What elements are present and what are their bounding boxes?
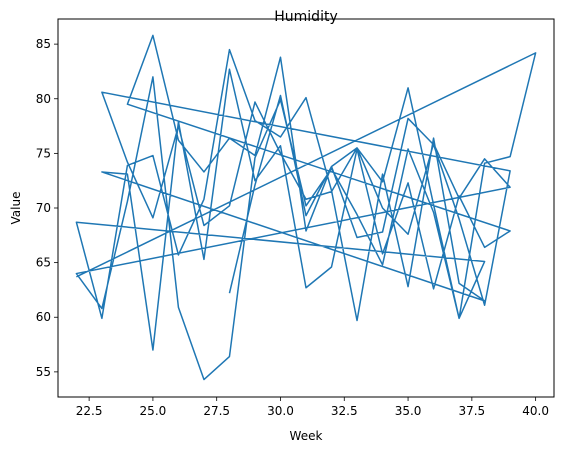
tick-layer: 22.5 25.0 27.5 30.0 32.5 35.0 37.5 40.0 55 60 65 70… [36,37,549,418]
x-tick-label: 22.5 [76,404,103,418]
y-tick-label: 65 [36,256,51,270]
y-tick-label: 85 [36,37,51,51]
x-tick-label: 35.0 [395,404,422,418]
y-tick-label: 70 [36,201,51,215]
x-tick-label: 30.0 [267,404,294,418]
plot-frame [57,18,555,398]
plot-layer [75,34,537,381]
x-tick-label: 40.0 [522,404,549,418]
x-tick-label: 27.5 [203,404,230,418]
x-tick-label: 25.0 [140,404,167,418]
y-tick-label: 55 [36,365,51,379]
chart-title: Humidity [274,9,337,25]
x-tick-label: 37.5 [458,404,485,418]
y-tick-label: 80 [36,92,51,106]
x-tick-label: 32.5 [331,404,358,418]
series-line-0 [75,34,537,381]
y-axis-label: Value [9,192,23,225]
y-tick-label: 60 [36,310,51,324]
y-tick-label: 75 [36,146,51,160]
x-axis-label: Week [290,429,323,443]
